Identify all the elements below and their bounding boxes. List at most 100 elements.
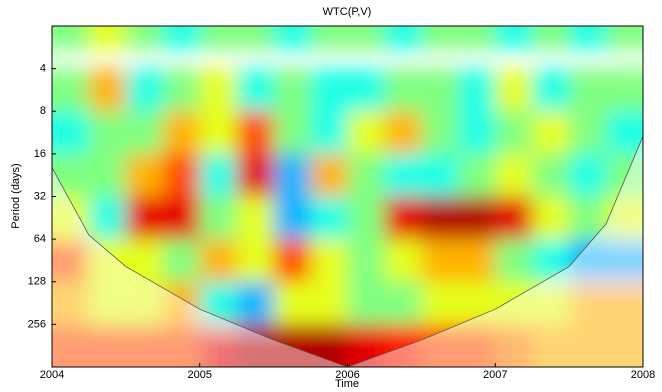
heat-cell xyxy=(199,281,238,326)
heat-cell xyxy=(199,239,238,283)
heat-cell xyxy=(88,153,127,198)
heat-cell xyxy=(273,111,312,155)
heat-cell xyxy=(347,68,386,113)
heat-cell xyxy=(606,26,643,50)
heat-cell xyxy=(125,196,164,241)
heat-cell xyxy=(162,281,201,326)
heat-cell xyxy=(125,324,164,367)
heat-cell xyxy=(125,26,164,50)
heat-cell xyxy=(421,153,460,198)
heat-cell xyxy=(347,239,386,283)
heat-cell xyxy=(384,68,423,113)
heat-cell xyxy=(88,68,127,113)
heat-cell xyxy=(199,153,238,198)
heat-cell xyxy=(236,153,275,198)
heat-cell xyxy=(52,26,90,50)
heat-cell xyxy=(606,111,643,155)
heat-cell xyxy=(495,196,534,241)
heat-cell xyxy=(532,111,571,155)
heat-cell xyxy=(52,196,90,241)
heat-cell xyxy=(273,196,312,241)
heat-cell xyxy=(606,239,643,283)
heat-cell xyxy=(236,239,275,283)
heat-cell xyxy=(162,153,201,198)
heat-cell xyxy=(569,281,608,326)
heat-cell xyxy=(52,153,90,198)
heat-cell xyxy=(273,324,312,367)
heat-cell xyxy=(273,26,312,50)
heat-cell xyxy=(421,196,460,241)
heat-cell xyxy=(52,68,90,113)
x-axis-label: Time xyxy=(335,378,359,390)
y-tick-label: 4 xyxy=(40,63,46,75)
heat-cell xyxy=(458,239,497,283)
heat-cell xyxy=(458,324,497,367)
heat-cell xyxy=(384,153,423,198)
heat-cell xyxy=(532,239,571,283)
heat-cell xyxy=(495,281,534,326)
heat-cell xyxy=(569,68,608,113)
heat-cell xyxy=(421,111,460,155)
heat-cell xyxy=(52,281,90,326)
heat-cell xyxy=(310,26,349,50)
heat-cell xyxy=(569,324,608,367)
heat-cell xyxy=(495,324,534,367)
y-tick-label: 8 xyxy=(40,105,46,117)
chart-title: WTC(P,V) xyxy=(323,6,372,18)
heat-cell xyxy=(458,68,497,113)
heat-cell xyxy=(199,68,238,113)
heatmap-cells xyxy=(52,26,643,367)
heat-cell xyxy=(310,153,349,198)
heat-cell xyxy=(569,196,608,241)
heat-cell xyxy=(606,196,643,241)
heat-cell xyxy=(532,26,571,50)
heat-cell xyxy=(458,111,497,155)
heat-cell xyxy=(162,239,201,283)
heat-cell xyxy=(495,68,534,113)
heat-cell xyxy=(384,324,423,367)
heatmap xyxy=(52,26,643,367)
heat-cell xyxy=(88,111,127,155)
heat-cell xyxy=(606,324,643,367)
heat-cell xyxy=(125,153,164,198)
heat-cell xyxy=(125,239,164,283)
heat-cell xyxy=(532,68,571,113)
heat-cell xyxy=(310,68,349,113)
heat-cell xyxy=(384,281,423,326)
heat-cell xyxy=(236,26,275,50)
heat-cell xyxy=(236,281,275,326)
heat-cell xyxy=(347,26,386,50)
heat-cell xyxy=(458,196,497,241)
heat-cell xyxy=(310,239,349,283)
heat-cell xyxy=(569,26,608,50)
y-tick-label: 32 xyxy=(34,190,46,202)
heat-cell xyxy=(273,239,312,283)
heat-cell xyxy=(310,281,349,326)
heat-cell xyxy=(162,26,201,50)
heat-cell xyxy=(495,153,534,198)
heat-cell xyxy=(347,153,386,198)
heat-cell xyxy=(421,68,460,113)
heat-cell xyxy=(495,239,534,283)
heat-cell xyxy=(310,324,349,367)
x-tick-label: 2004 xyxy=(40,369,64,381)
heat-cell xyxy=(569,111,608,155)
heat-cell xyxy=(236,196,275,241)
heat-cell xyxy=(88,26,127,50)
heat-cell xyxy=(199,196,238,241)
heat-cell xyxy=(162,68,201,113)
heat-cell xyxy=(236,324,275,367)
heat-cell xyxy=(421,324,460,367)
heat-cell xyxy=(273,281,312,326)
heat-cell xyxy=(421,26,460,50)
heat-cell xyxy=(52,111,90,155)
heat-cell xyxy=(162,196,201,241)
heat-cell xyxy=(236,111,275,155)
heat-cell xyxy=(88,239,127,283)
heat-cell xyxy=(52,239,90,283)
heat-cell xyxy=(384,239,423,283)
y-tick-label: 256 xyxy=(28,318,46,330)
heat-cell xyxy=(421,281,460,326)
heat-cell xyxy=(310,196,349,241)
